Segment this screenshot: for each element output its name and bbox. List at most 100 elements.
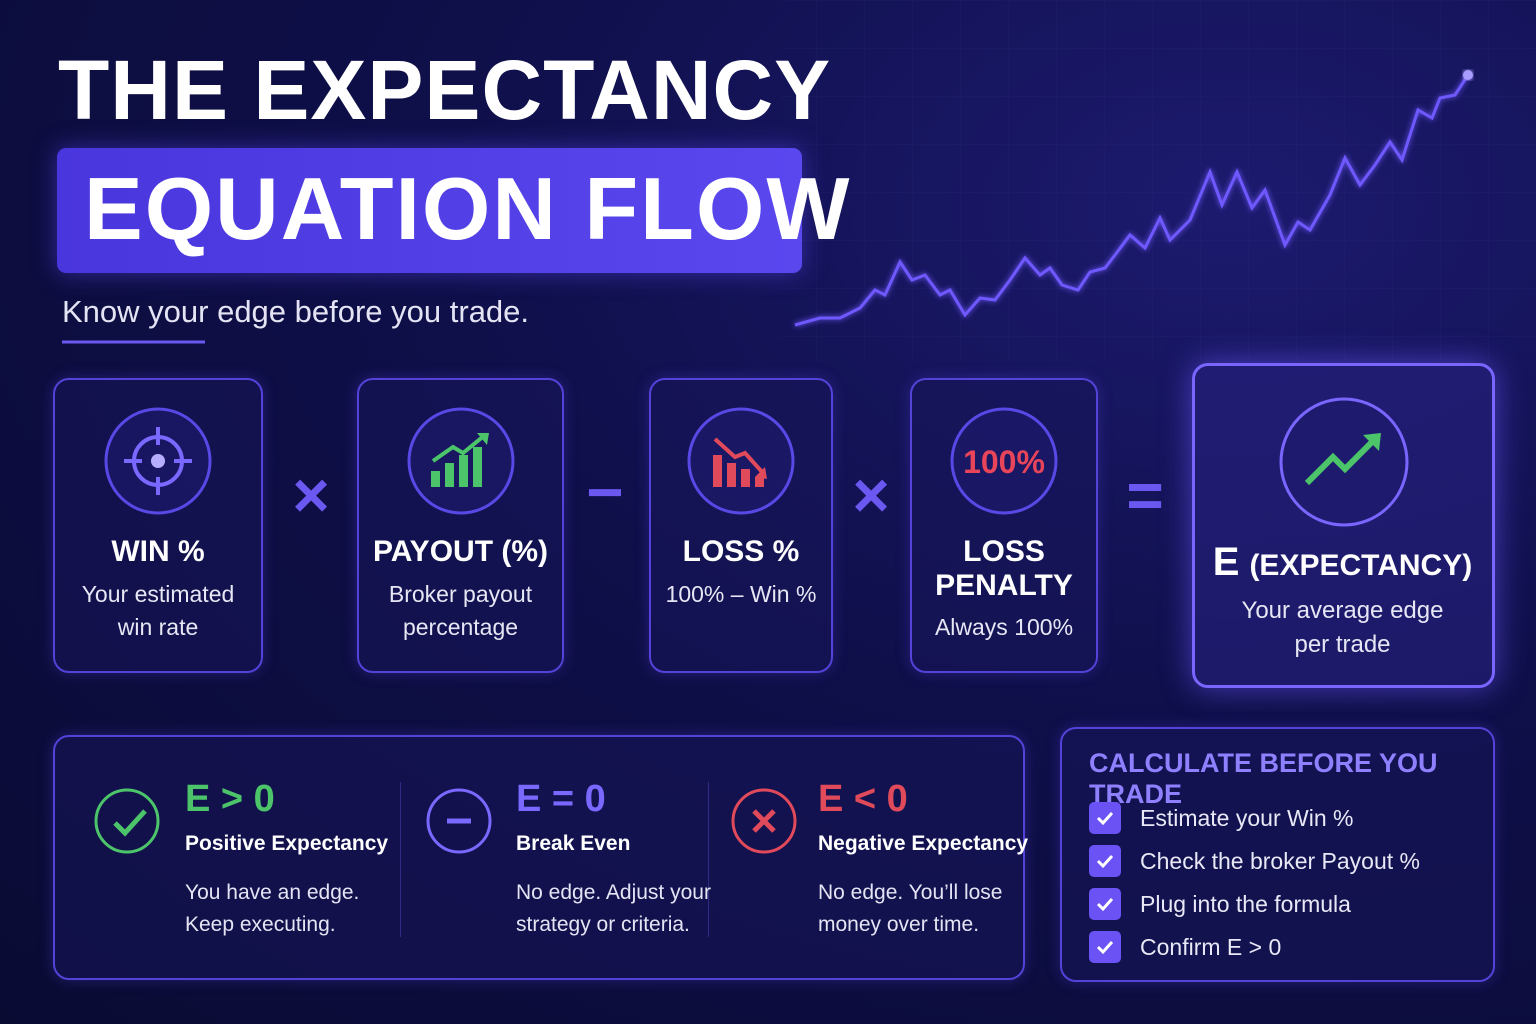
operator: = <box>1126 459 1164 531</box>
term-title: LOSS % <box>682 535 800 568</box>
outcome-title: Positive Expectancy <box>185 832 389 855</box>
term-icon-part <box>741 469 750 487</box>
term-desc: 100% – Win % <box>665 581 817 607</box>
outcome-icon-part <box>731 788 797 854</box>
checkbox-part <box>1096 811 1114 826</box>
checkbox <box>1089 931 1121 963</box>
checkbox-part <box>1089 888 1121 920</box>
checklist-title: CALCULATE BEFORE YOU TRADE <box>1089 748 1438 809</box>
checkbox-part <box>1089 931 1121 963</box>
outcome-icon-part <box>94 788 160 854</box>
outcome-icon <box>728 775 800 865</box>
outcome-icon-part <box>113 809 147 837</box>
operator: × <box>292 459 330 531</box>
outcome-title: Break Even <box>516 832 631 855</box>
term-icon-part <box>950 407 1058 515</box>
result-icon <box>1277 395 1411 529</box>
outcome-desc: No edge. Adjust your <box>516 881 711 904</box>
result-title-row: E (EXPECTANCY) <box>1192 540 1493 585</box>
checklist-item: Plug into the formula <box>1140 891 1351 917</box>
outcome-icon <box>423 775 495 865</box>
outcome-icon-part <box>94 788 160 854</box>
outcome-icon-part <box>426 788 492 854</box>
outcome-title: Negative Expectancy <box>818 832 1029 855</box>
checkbox-part <box>1089 845 1121 877</box>
term-icon-part <box>687 407 795 515</box>
checkbox <box>1089 888 1121 920</box>
checkbox-part <box>1089 888 1121 920</box>
term-icon-part <box>124 427 192 495</box>
outcome-desc: No edge. You’ll lose <box>818 881 1003 904</box>
term-icon-part <box>431 433 486 463</box>
result-desc: Your average edge <box>1241 597 1444 624</box>
checklist-item: Confirm E > 0 <box>1140 934 1282 960</box>
checklist-panel <box>1060 727 1495 982</box>
term-desc: win rate <box>117 614 199 640</box>
outcome-desc: Keep executing. <box>185 913 336 936</box>
term-icon-part <box>713 455 722 487</box>
outcome-label: E > 0 <box>185 778 275 820</box>
term-icon-part <box>444 463 454 487</box>
term-card <box>910 378 1098 673</box>
checkbox <box>1089 802 1121 834</box>
result-title: (EXPECTANCY) <box>1249 549 1473 582</box>
term-icon-part <box>407 407 514 515</box>
result-desc: per trade <box>1294 631 1391 658</box>
icon-text: 100% <box>963 444 1045 480</box>
checkbox <box>1089 845 1121 877</box>
outcome-desc: strategy or criteria. <box>516 913 690 936</box>
term-icon-part <box>151 454 165 468</box>
term-icon <box>685 405 797 517</box>
subtitle: Know your edge before you trade. <box>62 294 530 329</box>
term-icon <box>405 405 517 517</box>
outcome-label: E < 0 <box>818 778 908 820</box>
result-symbol: E <box>1212 540 1240 584</box>
term-title: PENALTY <box>935 569 1073 602</box>
term-desc: Always 100% <box>934 614 1074 640</box>
outcome-icon-part <box>426 788 492 854</box>
outcome-icon-part <box>731 788 797 854</box>
checkbox-part <box>1089 802 1121 834</box>
term-icon-part <box>458 455 468 487</box>
checkbox-part <box>1096 897 1114 912</box>
outcome-label: E = 0 <box>516 778 606 820</box>
term-icon <box>102 405 214 517</box>
term-icon-part <box>713 437 765 475</box>
term-desc: Broker payout <box>388 581 533 607</box>
title-line-1: THE EXPECTANCY <box>58 43 832 137</box>
term-icon-part <box>687 407 795 515</box>
checkbox-part <box>1089 802 1121 834</box>
title-highlight <box>57 148 802 273</box>
checklist-item: Estimate your Win % <box>1140 805 1354 831</box>
outcomes-panel <box>53 735 1025 980</box>
term-icon-part <box>472 447 482 487</box>
term-title: LOSS <box>963 535 1045 568</box>
outcome-icon-part <box>113 809 147 837</box>
checkbox-part <box>1096 940 1114 955</box>
checkbox-part <box>1096 854 1114 869</box>
outcome-desc: You have an edge. <box>185 881 360 904</box>
checklist-item: Check the broker Payout % <box>1140 848 1420 874</box>
term-icon-part <box>755 467 767 479</box>
result-icon-part <box>1279 397 1409 527</box>
outcome-icon <box>91 775 163 865</box>
term-icon-part <box>476 433 489 445</box>
term-icon-part <box>430 471 440 487</box>
term-icon-part <box>950 407 1058 515</box>
outcome-icon-part <box>752 809 776 833</box>
term-icon <box>948 405 1060 517</box>
term-title: WIN % <box>111 535 205 568</box>
divider <box>708 782 709 937</box>
checkbox-part <box>1089 931 1121 963</box>
term-icon-part <box>727 463 736 487</box>
operator: × <box>852 459 890 531</box>
result-icon-part <box>1363 433 1381 451</box>
term-desc: Your estimated <box>81 581 235 607</box>
outcome-desc: money over time. <box>818 913 980 936</box>
result-icon-part <box>1304 438 1376 486</box>
term-desc: percentage <box>402 614 519 640</box>
term-icon-part <box>755 477 764 487</box>
result-icon-part <box>1279 397 1409 527</box>
